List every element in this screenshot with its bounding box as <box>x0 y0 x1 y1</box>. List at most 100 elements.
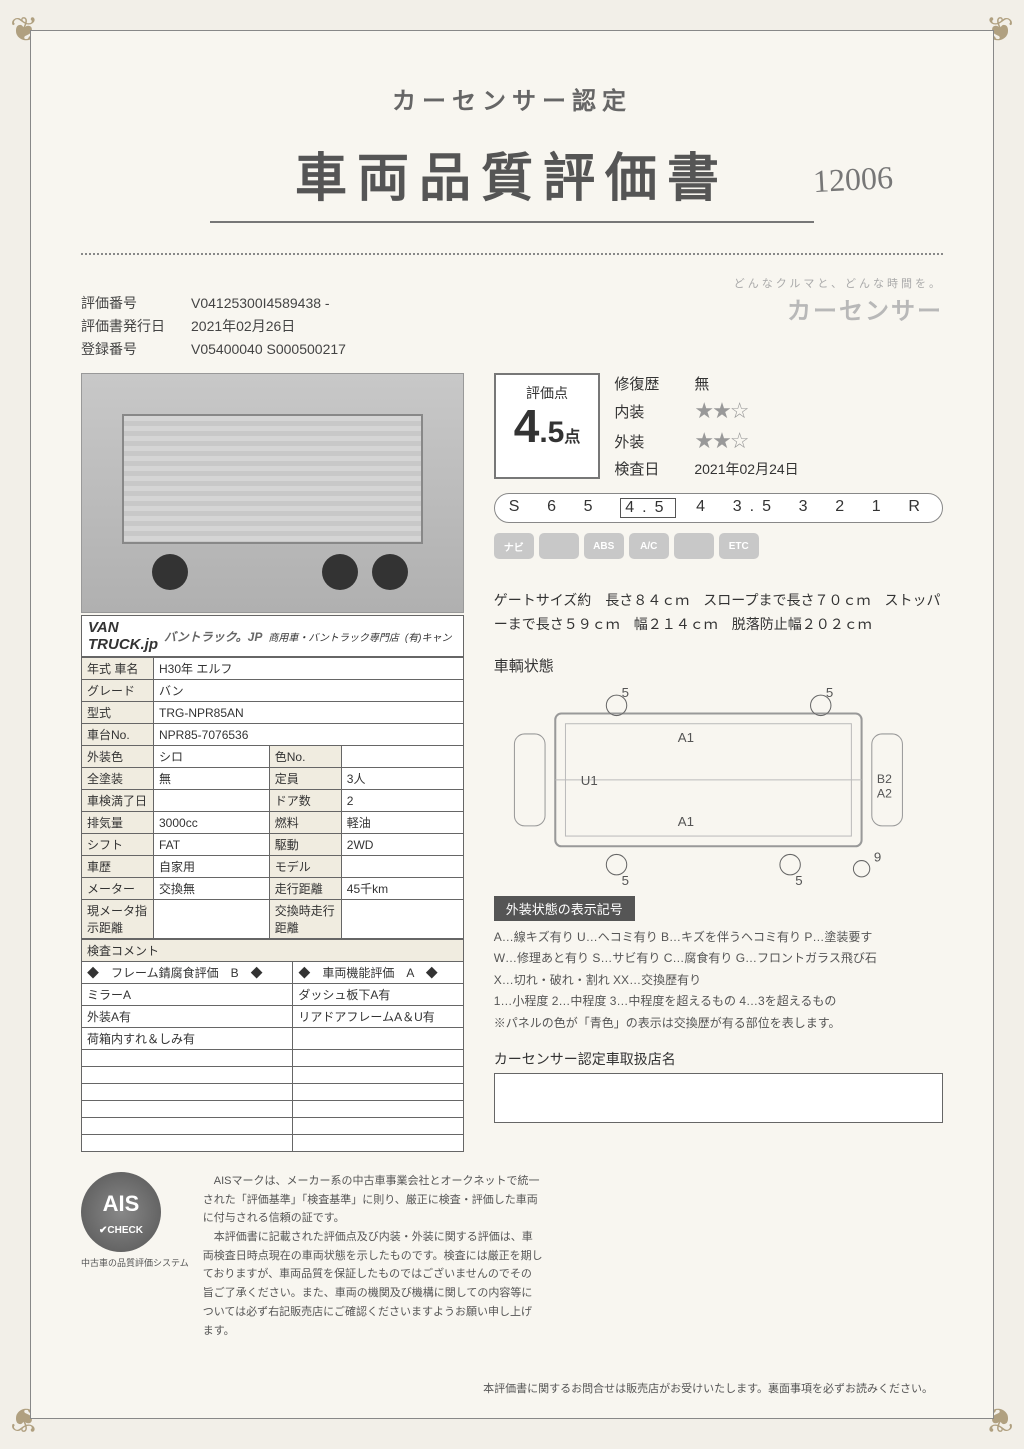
score-box: 評価点 4.5点 修復歴 無 内装 ★★☆ 外装 ★★☆ 検査日 2021年02… <box>494 373 943 479</box>
spec-table: 年式 車名H30年 エルフグレードバン型式TRG-NPR85AN車台No.NPR… <box>81 657 464 939</box>
exterior-stars: ★★☆ <box>694 428 943 454</box>
spec-row: 排気量3000cc燃料軽油 <box>82 812 464 834</box>
scale-step: 5 <box>584 498 601 518</box>
scale-step: 4 <box>696 498 713 518</box>
comment-row <box>82 1050 464 1067</box>
dealer-block: カーセンサー認定車取扱店名 <box>494 1049 943 1123</box>
comment-row <box>82 1101 464 1118</box>
spec-row: 外装色シロ色No. <box>82 746 464 768</box>
ais-logo: AIS ✔CHECK <box>81 1172 161 1252</box>
comment-header: 検査コメント <box>82 940 464 962</box>
comment-row: ◆ フレーム錆腐食評価 B ◆◆ 車両機能評価 A ◆ <box>82 962 464 984</box>
vehicle-photo <box>81 373 464 613</box>
ais-sub: 中古車の品質評価システム <box>81 1256 189 1271</box>
svg-text:A2: A2 <box>877 786 892 800</box>
brand-tagline: どんなクルマと、どんな時間を。 <box>81 275 943 291</box>
right-column: 評価点 4.5点 修復歴 無 内装 ★★☆ 外装 ★★☆ 検査日 2021年02… <box>494 373 943 1152</box>
handwritten-number: 12006 <box>812 159 894 200</box>
svg-text:9: 9 <box>874 849 881 864</box>
comment-row: 荷箱内すれ＆しみ有 <box>82 1028 464 1050</box>
dealer-banner: VANTRUCK.jp バントラック。JP 商用車・バントラック専門店 (有)キ… <box>81 615 464 657</box>
comment-row <box>82 1084 464 1101</box>
banner-text: バントラック。JP <box>164 628 262 645</box>
inspect-value: 2021年02月24日 <box>694 459 943 479</box>
feature-badge: ナビ <box>494 533 534 559</box>
dealer-name-box <box>494 1073 943 1123</box>
spec-row: 全塗装無定員3人 <box>82 768 464 790</box>
feature-badge: ABS <box>584 533 624 559</box>
meta-value: 2021年02月26日 <box>191 318 295 334</box>
spec-row: シフトFAT駆動2WD <box>82 834 464 856</box>
comment-row: 外装A有リアドアフレームA＆U有 <box>82 1006 464 1028</box>
scale-step: 1 <box>872 498 889 518</box>
interior-stars: ★★☆ <box>694 398 943 424</box>
spec-row: 車台No.NPR85-7076536 <box>82 724 464 746</box>
banner-sub: 商用車・バントラック専門店 <box>268 629 399 644</box>
comment-table: 検査コメント ◆ フレーム錆腐食評価 B ◆◆ 車両機能評価 A ◆ミラーAダッ… <box>81 939 464 1152</box>
feature-badge <box>674 533 714 559</box>
spec-row: 型式TRG-NPR85AN <box>82 702 464 724</box>
scale-step: 3 <box>799 498 816 518</box>
scale-step: 2 <box>835 498 852 518</box>
svg-text:5: 5 <box>826 685 833 700</box>
spec-row: グレードバン <box>82 680 464 702</box>
svg-text:5: 5 <box>795 873 802 888</box>
scale-step: S <box>509 498 528 518</box>
svg-text:B2: B2 <box>877 772 892 786</box>
banner-logo: VANTRUCK.jp <box>88 619 158 653</box>
svg-text:A1: A1 <box>678 730 694 745</box>
spec-row: 年式 車名H30年 エルフ <box>82 658 464 680</box>
ais-text: AISマークは、メーカー系の中古車事業会社とオークネットで統一された「評価基準」… <box>203 1172 543 1340</box>
certificate-subtitle: カーセンサー認定 <box>81 81 943 116</box>
gate-size-text: ゲートサイズ約 長さ８４ｃｍ スロープまで長さ７０ｃｍ ストッパーまで長さ５９ｃ… <box>494 589 943 637</box>
score-main: 評価点 4.5点 <box>494 373 601 479</box>
svg-text:U1: U1 <box>581 773 598 788</box>
inspect-label: 検査日 <box>614 458 684 479</box>
score-details: 修復歴 無 内装 ★★☆ 外装 ★★☆ 検査日 2021年02月24日 <box>614 373 943 479</box>
repair-value: 無 <box>694 373 943 394</box>
score-int: 4 <box>514 400 540 452</box>
spec-row: メーター交換無走行距離45千km <box>82 878 464 900</box>
meta-value: V05400040 S000500217 <box>191 341 346 357</box>
title-underline <box>210 221 813 223</box>
interior-label: 内装 <box>614 401 684 422</box>
feature-badge <box>539 533 579 559</box>
scale-step: 6 <box>547 498 564 518</box>
ornamental-separator <box>81 253 943 255</box>
feature-badge: A/C <box>629 533 669 559</box>
comment-row <box>82 1118 464 1135</box>
meta-label: 登録番号 <box>81 339 191 359</box>
meta-label: 評価書発行日 <box>81 316 191 336</box>
svg-text:5: 5 <box>621 873 628 888</box>
svg-text:A1: A1 <box>678 813 694 828</box>
footer-note: 本評価書に関するお問合せは販売店がお受けいたします。裏面事項を必ずお読みください… <box>483 1380 933 1396</box>
meta-label: 評価番号 <box>81 293 191 313</box>
repair-label: 修復歴 <box>614 373 684 394</box>
vehicle-condition-diagram: 5 5 A1 U1 B2 A2 A1 5 5 9 <box>494 680 943 890</box>
dealer-label: カーセンサー認定車取扱店名 <box>494 1049 943 1069</box>
feature-badge: ETC <box>719 533 759 559</box>
diagram-title: 車輌状態 <box>494 655 943 676</box>
comment-row <box>82 1135 464 1152</box>
grade-scale: S65 4.5 4 3.5 321R <box>494 493 943 523</box>
comment-row <box>82 1067 464 1084</box>
score-unit: 点 <box>564 429 580 446</box>
spec-row: 現メータ指示距離交換時走行距離 <box>82 900 464 939</box>
legend-title: 外装状態の表示記号 <box>494 896 635 921</box>
left-column: VANTRUCK.jp バントラック。JP 商用車・バントラック専門店 (有)キ… <box>81 373 464 1152</box>
scale-step: 4.5 <box>620 498 676 518</box>
svg-text:5: 5 <box>621 685 628 700</box>
exterior-label: 外装 <box>614 431 684 452</box>
ais-block: AIS ✔CHECK 中古車の品質評価システム AISマークは、メーカー系の中古… <box>81 1172 943 1340</box>
certificate-page: カーセンサー認定 車両品質評価書 12006 どんなクルマと、どんな時間を。 カ… <box>30 30 994 1419</box>
feature-badges: ナビ ABSA/C ETC <box>494 533 943 559</box>
scale-step: R <box>908 498 928 518</box>
scale-step: 3.5 <box>733 498 779 518</box>
comment-row: ミラーAダッシュ板下A有 <box>82 984 464 1006</box>
spec-row: 車検満了日ドア数2 <box>82 790 464 812</box>
score-dec: .5 <box>539 416 564 449</box>
spec-row: 車歴自家用モデル <box>82 856 464 878</box>
banner-tail: (有)キャン <box>405 629 452 644</box>
legend-body: A…線キズ有り U…ヘコミ有り B…キズを伴うヘコミ有り P…塗装要すW…修理あ… <box>494 927 943 1035</box>
meta-value: V04125300I4589438 - <box>191 295 330 311</box>
